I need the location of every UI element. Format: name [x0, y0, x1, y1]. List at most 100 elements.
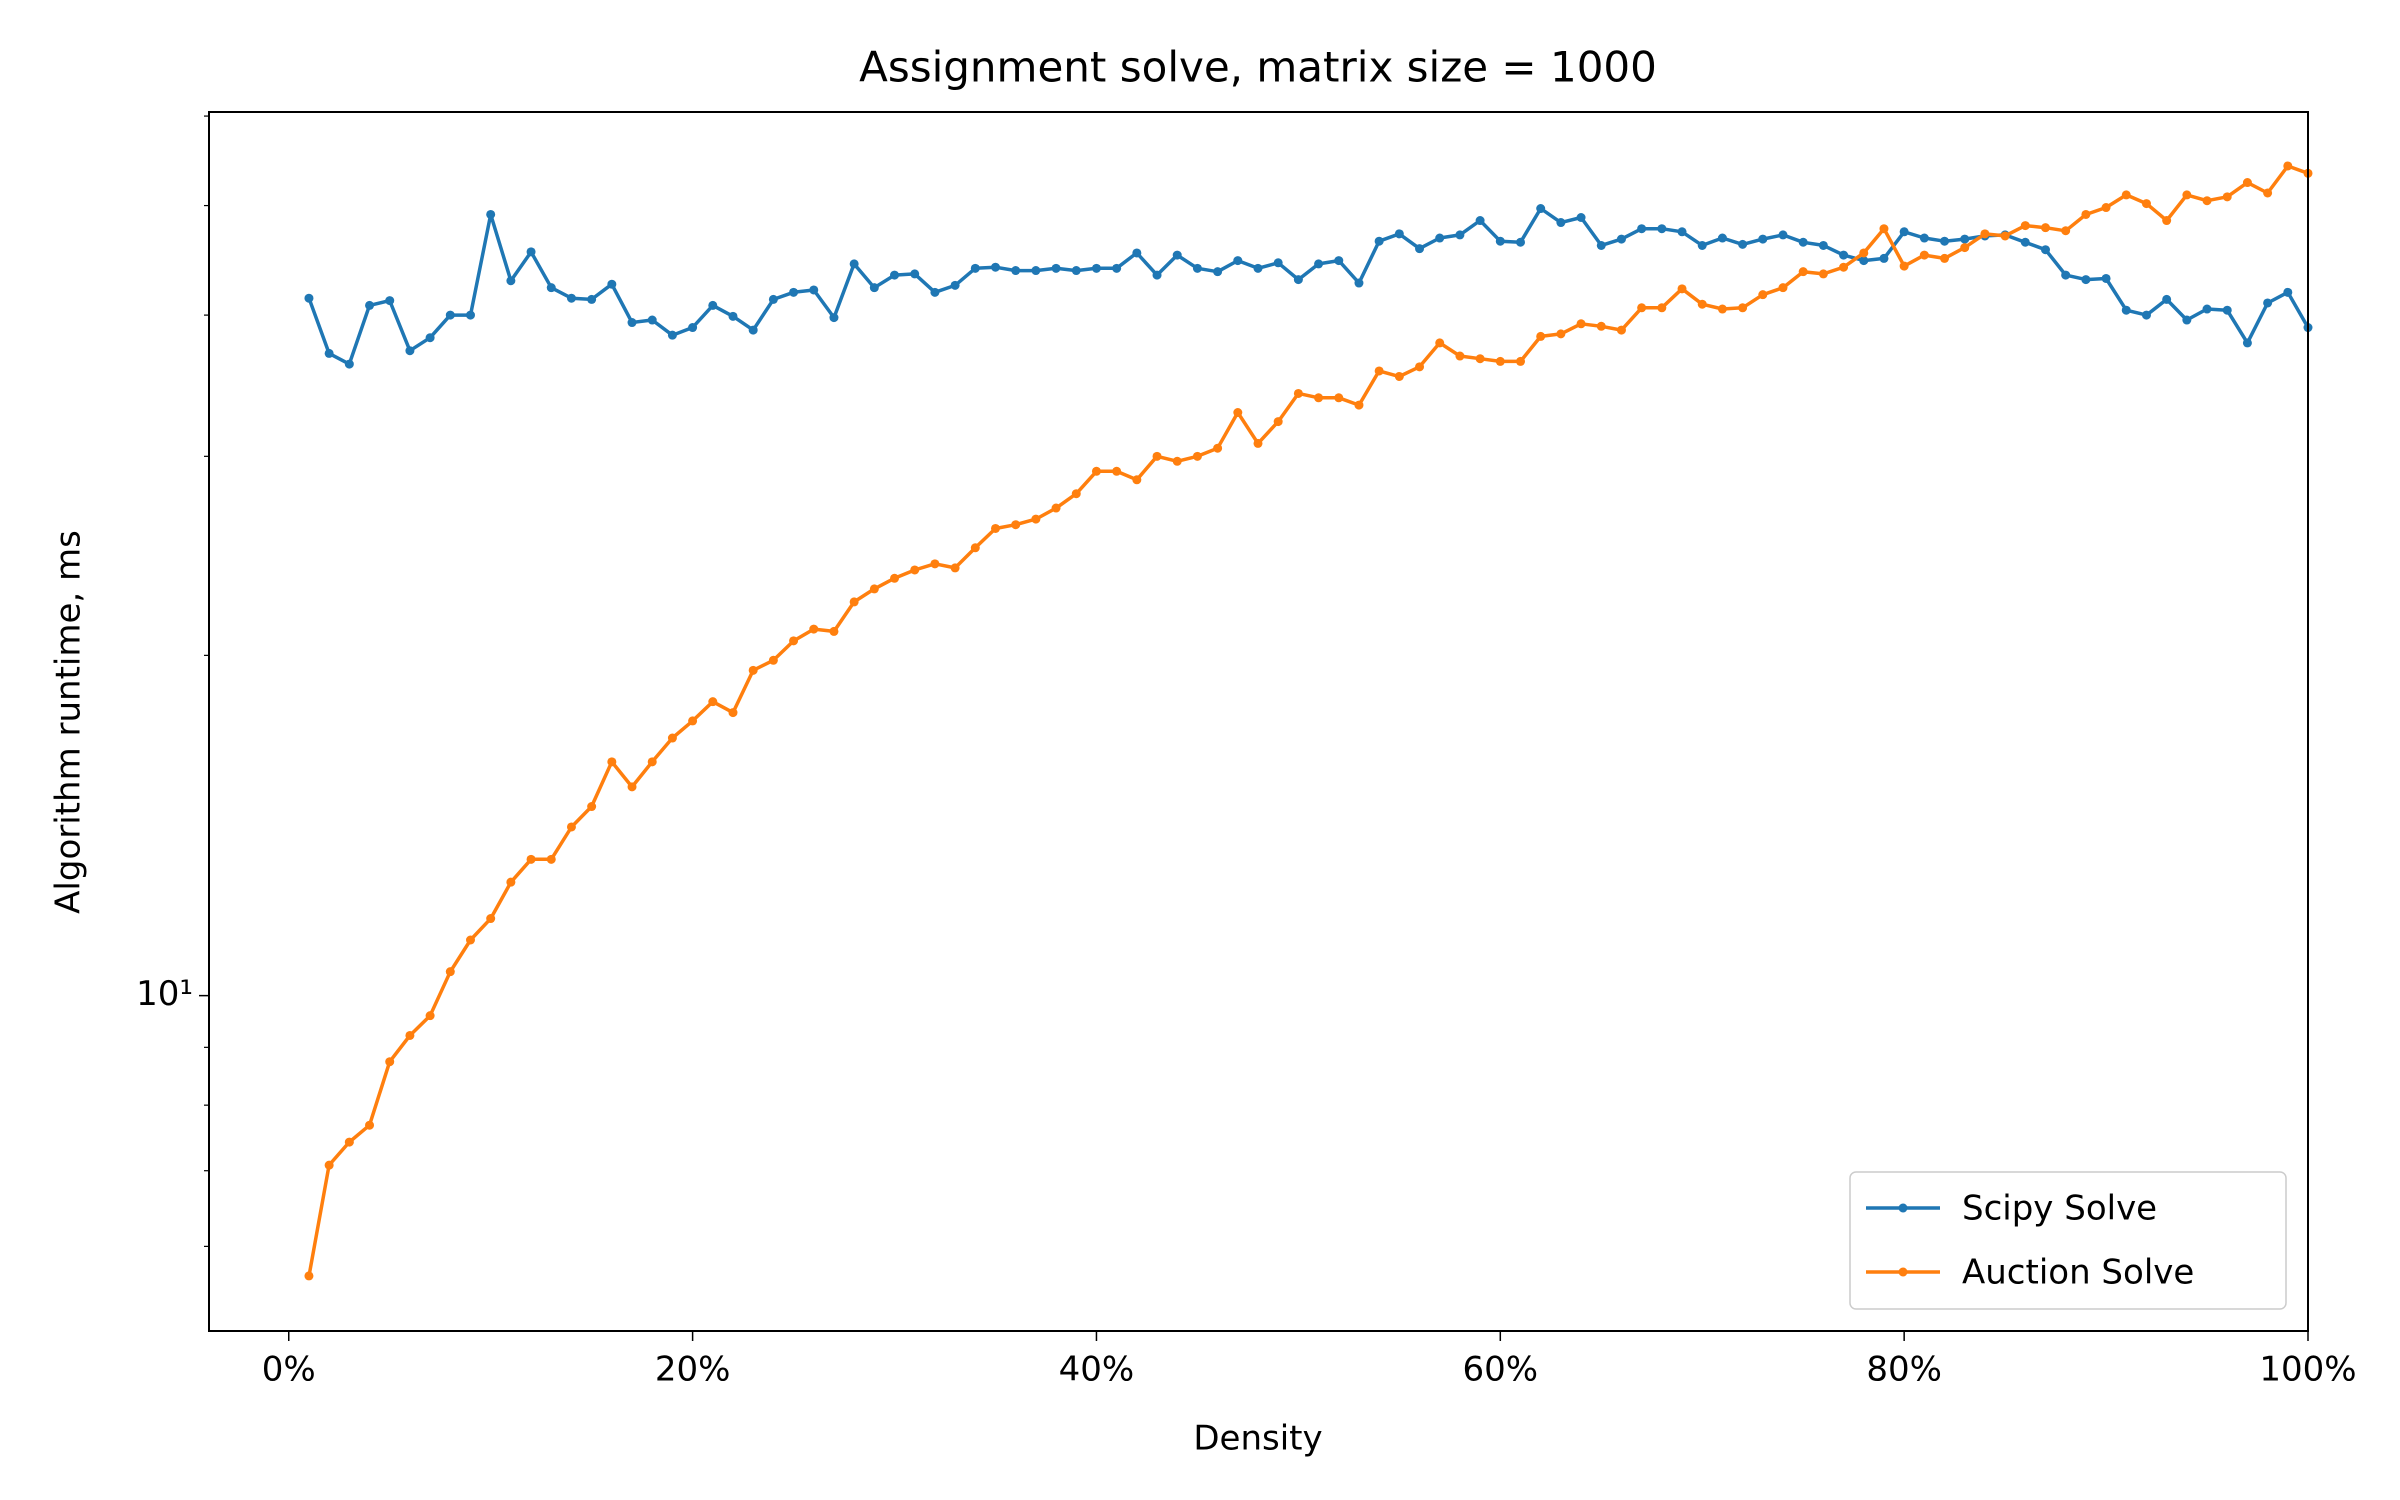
data-point [607, 757, 617, 767]
data-point [2040, 245, 2050, 255]
legend-label: Scipy Solve [1962, 1189, 2157, 1229]
data-point [1394, 371, 1404, 381]
data-point [526, 854, 536, 864]
data-point [728, 708, 738, 718]
data-point [1960, 243, 1970, 253]
data-point [1738, 239, 1748, 249]
data-point [627, 782, 637, 792]
data-point [1556, 329, 1566, 339]
data-point [2020, 237, 2030, 247]
data-point [425, 1011, 435, 1021]
data-point [1556, 218, 1566, 228]
data-point [1879, 253, 1889, 263]
data-point [1738, 303, 1748, 313]
data-point [728, 311, 738, 321]
data-point [708, 300, 718, 310]
data-point [587, 294, 597, 304]
data-point [1576, 212, 1586, 222]
data-point [2263, 188, 2273, 198]
data-point [2182, 190, 2192, 200]
data-point [1616, 234, 1626, 244]
legend-label: Auction Solve [1962, 1253, 2194, 1293]
data-point [465, 310, 475, 320]
data-point [1859, 256, 1869, 266]
data-point [2242, 338, 2252, 348]
data-point [1051, 503, 1061, 513]
data-point [425, 333, 435, 343]
data-point [1031, 514, 1041, 524]
series-line [307, 206, 2310, 366]
data-point [1515, 356, 1525, 366]
data-point [1697, 299, 1707, 309]
data-point [1172, 456, 1182, 466]
data-point [869, 283, 879, 293]
data-point [1495, 356, 1505, 366]
data-point [2081, 275, 2091, 285]
data-point [1717, 233, 1727, 243]
legend-marker [1898, 1203, 1908, 1213]
data-point [789, 287, 799, 297]
data-point [1112, 263, 1122, 273]
data-point [1919, 233, 1929, 243]
data-point [2101, 273, 2111, 283]
data-point [2242, 178, 2252, 188]
data-point [708, 697, 718, 707]
data-point [2121, 305, 2131, 315]
data-point [1637, 303, 1647, 313]
data-point [1515, 237, 1525, 247]
data-point [1233, 408, 1243, 418]
data-point [1152, 270, 1162, 280]
data-point [486, 209, 496, 219]
data-point [1940, 253, 1950, 263]
data-point [1536, 331, 1546, 341]
data-point [2101, 203, 2111, 213]
data-point [566, 822, 576, 832]
data-point [1596, 321, 1606, 331]
data-point [1354, 278, 1364, 288]
data-point [2283, 287, 2293, 297]
data-point [1152, 451, 1162, 461]
data-point [1758, 290, 1768, 300]
data-point [1657, 303, 1667, 313]
x-axis-label: Density [1193, 1419, 1322, 1459]
data-point [385, 1057, 395, 1067]
data-point [1213, 267, 1223, 277]
data-point [1960, 234, 1970, 244]
data-point [950, 563, 960, 573]
data-point [2061, 270, 2071, 280]
data-point [890, 573, 900, 583]
data-point [768, 655, 778, 665]
data-point [647, 315, 657, 325]
data-point [1253, 438, 1263, 448]
data-point [1475, 354, 1485, 364]
chart-title: Assignment solve, matrix size = 1000 [859, 43, 1657, 92]
data-point [1091, 466, 1101, 476]
data-point [869, 584, 879, 594]
data-point [1233, 256, 1243, 266]
data-point [405, 1030, 415, 1040]
data-point [1657, 224, 1667, 234]
data-point [2121, 190, 2131, 200]
data-point [789, 636, 799, 646]
data-point [1011, 266, 1021, 276]
data-point [1495, 236, 1505, 246]
data-point [849, 259, 859, 269]
data-point [1354, 400, 1364, 410]
data-point [667, 733, 677, 743]
data-point [748, 325, 758, 335]
x-tick-label: 20% [655, 1350, 731, 1390]
data-point [930, 559, 940, 569]
data-point [2141, 199, 2151, 209]
data-point [2061, 226, 2071, 236]
data-point [506, 877, 516, 887]
data-point [566, 293, 576, 303]
data-point [526, 247, 536, 257]
data-point [890, 270, 900, 280]
data-point [1455, 351, 1465, 361]
legend-marker [1898, 1267, 1908, 1277]
data-point [809, 285, 819, 295]
data-point [465, 935, 475, 945]
data-point [2202, 196, 2212, 206]
data-point [1818, 240, 1828, 250]
data-point [688, 716, 698, 726]
